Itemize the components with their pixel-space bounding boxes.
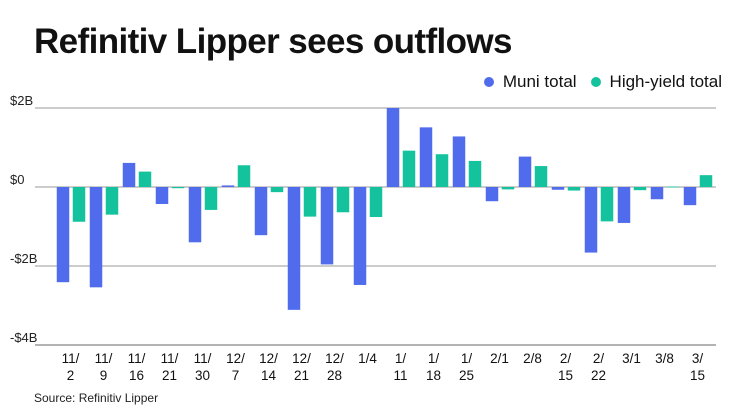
bar-high-yield bbox=[336, 187, 350, 213]
x-tick-label: 2/8 bbox=[523, 351, 542, 366]
bar-muni bbox=[353, 187, 367, 285]
bar-high-yield bbox=[171, 187, 185, 189]
x-tick-label: 11/2 bbox=[62, 351, 80, 383]
bar-high-yield bbox=[633, 187, 647, 191]
x-tick-label: 3/1 bbox=[622, 351, 641, 366]
x-tick-label: 11/21 bbox=[161, 351, 179, 383]
x-tick-label: 11/30 bbox=[194, 351, 212, 383]
x-tick-label: 1/11 bbox=[393, 351, 407, 383]
bar-muni bbox=[56, 187, 70, 283]
bar-high-yield bbox=[534, 166, 548, 187]
x-tick-label: 11/16 bbox=[128, 351, 146, 383]
bar-muni bbox=[551, 187, 565, 190]
bar-muni bbox=[89, 187, 103, 288]
y-tick-label: -$2B bbox=[10, 251, 37, 266]
x-tick-label: 1/4 bbox=[358, 351, 377, 366]
bar-muni bbox=[287, 187, 301, 310]
bar-high-yield bbox=[435, 154, 449, 187]
bar-muni bbox=[386, 108, 400, 187]
bar-high-yield bbox=[303, 187, 317, 217]
x-tick-label: 12/14 bbox=[259, 351, 278, 383]
bar-high-yield bbox=[270, 187, 284, 193]
bar-high-yield bbox=[567, 187, 581, 191]
x-tick-label: 12/28 bbox=[325, 351, 344, 383]
bar-muni bbox=[320, 187, 334, 265]
x-tick-label: 2/15 bbox=[558, 351, 573, 383]
bar-high-yield bbox=[699, 175, 713, 187]
x-tick-label: 2/1 bbox=[490, 351, 509, 366]
legend-marker-muni bbox=[483, 77, 494, 87]
bar-muni bbox=[419, 127, 433, 187]
legend: Muni total High-yield total bbox=[470, 72, 722, 92]
x-tick-label: 1/18 bbox=[426, 351, 441, 383]
x-tick-label: 12/21 bbox=[292, 351, 311, 383]
legend-label-muni: Muni total bbox=[502, 72, 577, 91]
bar-muni bbox=[452, 136, 466, 187]
bar-high-yield bbox=[105, 187, 119, 215]
gridlines bbox=[35, 107, 716, 346]
source-note: Source: Refinitiv Lipper bbox=[34, 391, 159, 405]
x-tick-label: 3/8 bbox=[655, 351, 674, 366]
y-tick-label: $0 bbox=[10, 172, 24, 187]
bar-muni bbox=[584, 187, 598, 253]
x-tick-label: 12/7 bbox=[226, 351, 245, 383]
legend-item-high-yield: High-yield total bbox=[590, 72, 722, 92]
bar-high-yield bbox=[204, 187, 218, 210]
bar-muni bbox=[122, 162, 136, 187]
y-tick-label: $2B bbox=[10, 93, 33, 108]
bar-high-yield bbox=[501, 187, 515, 190]
bar-high-yield bbox=[468, 160, 482, 187]
bar-high-yield bbox=[369, 187, 383, 218]
bar-muni bbox=[221, 185, 235, 187]
legend-item-muni: Muni total bbox=[483, 72, 577, 92]
bar-muni bbox=[254, 187, 268, 236]
bar-muni bbox=[617, 187, 631, 223]
bar-high-yield bbox=[402, 150, 416, 187]
y-tick-label: -$4B bbox=[10, 330, 37, 345]
legend-label-high-yield: High-yield total bbox=[609, 72, 722, 91]
x-axis-ticks: 11/2 11/9 11/16 11/21 11/30 12/7 12/14 12/21 12/… bbox=[62, 351, 705, 383]
bar-high-yield bbox=[666, 186, 680, 188]
bar-muni bbox=[650, 187, 664, 200]
bar-high-yield bbox=[138, 171, 152, 187]
bars bbox=[56, 108, 713, 310]
y-axis-ticks: $2B $0 -$2B -$4B bbox=[10, 93, 37, 345]
x-tick-label: 11/9 bbox=[95, 351, 113, 383]
bar-muni bbox=[485, 187, 499, 202]
bar-muni bbox=[518, 156, 532, 187]
legend-marker-high-yield bbox=[590, 77, 601, 87]
x-tick-label: 1/25 bbox=[459, 351, 474, 383]
bar-muni bbox=[683, 187, 697, 206]
x-tick-label: 3/15 bbox=[690, 351, 705, 383]
bar-high-yield bbox=[600, 187, 614, 222]
bar-high-yield bbox=[72, 187, 86, 222]
x-tick-label: 2/22 bbox=[591, 351, 606, 383]
bar-muni bbox=[188, 187, 202, 243]
bar-muni bbox=[155, 187, 169, 204]
chart-title: Refinitiv Lipper sees outflows bbox=[34, 22, 513, 61]
bar-high-yield bbox=[237, 165, 251, 187]
